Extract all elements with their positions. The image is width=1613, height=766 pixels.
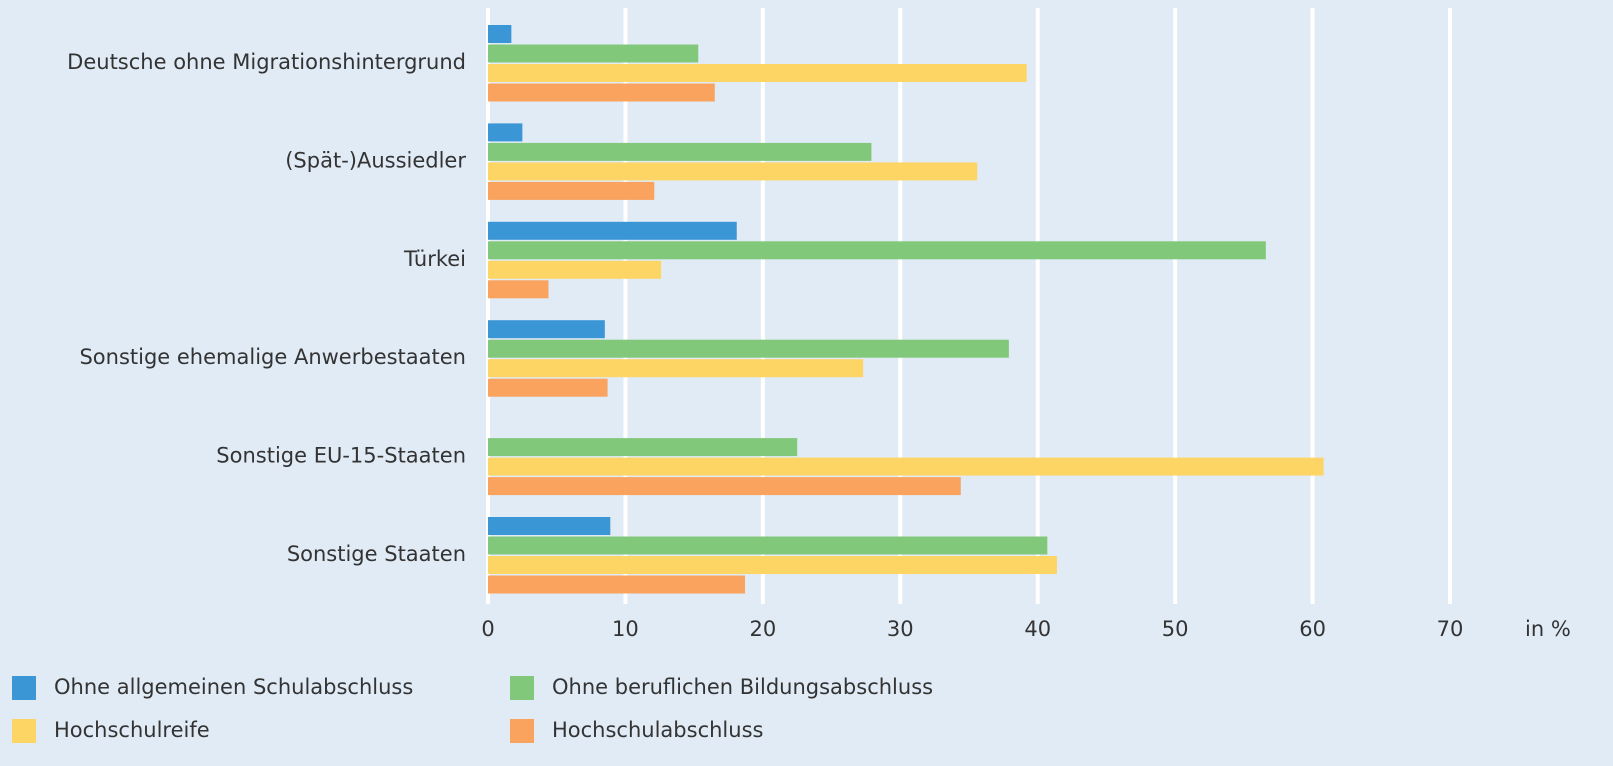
bar	[488, 320, 605, 339]
y-tick-label: Türkei	[403, 247, 466, 271]
legend-label: Hochschulabschluss	[552, 718, 763, 742]
bar	[488, 339, 1009, 358]
bar	[488, 457, 1324, 476]
x-axis-label: in %	[1525, 617, 1571, 641]
y-tick-label: Sonstige EU-15-Staaten	[216, 444, 466, 468]
legend-label: Hochschulreife	[54, 718, 210, 742]
x-tick-label: 20	[749, 617, 776, 641]
bar	[488, 556, 1057, 574]
x-tick-label: 10	[612, 617, 639, 641]
legend-swatch	[510, 676, 534, 700]
bar	[488, 162, 978, 181]
bar	[488, 575, 745, 594]
legend-label: Ohne allgemeinen Schulabschluss	[54, 675, 413, 699]
bar	[488, 378, 608, 397]
bar	[488, 260, 662, 279]
x-tick-label: 60	[1299, 617, 1326, 641]
x-tick-label: 50	[1162, 617, 1189, 641]
legend-swatch	[510, 719, 534, 743]
bar	[488, 221, 737, 240]
bar	[488, 44, 699, 63]
y-tick-label: Deutsche ohne Migrationshintergrund	[67, 50, 466, 74]
bar	[488, 142, 872, 161]
y-tick-label: Sonstige ehemalige Anwerbestaaten	[79, 345, 466, 369]
bar	[488, 536, 1048, 555]
bar	[488, 477, 961, 496]
bar	[488, 123, 523, 142]
x-tick-label: 30	[887, 617, 914, 641]
y-tick-label: (Spät-)Aussiedler	[285, 148, 466, 172]
bar	[488, 359, 864, 378]
bar	[488, 241, 1266, 260]
bar	[488, 280, 549, 299]
y-tick-label: Sonstige Staaten	[287, 542, 466, 566]
legend-label: Ohne beruflichen Bildungsabschluss	[552, 675, 933, 699]
bar	[488, 517, 611, 535]
bar	[488, 25, 512, 43]
x-tick-label: 70	[1437, 617, 1464, 641]
bar	[488, 181, 655, 200]
legend-swatch	[12, 676, 36, 700]
bar	[488, 64, 1027, 82]
bar	[488, 438, 798, 457]
bar	[488, 83, 715, 102]
legend-swatch	[12, 719, 36, 743]
x-tick-label: 0	[481, 617, 494, 641]
x-tick-label: 40	[1024, 617, 1051, 641]
